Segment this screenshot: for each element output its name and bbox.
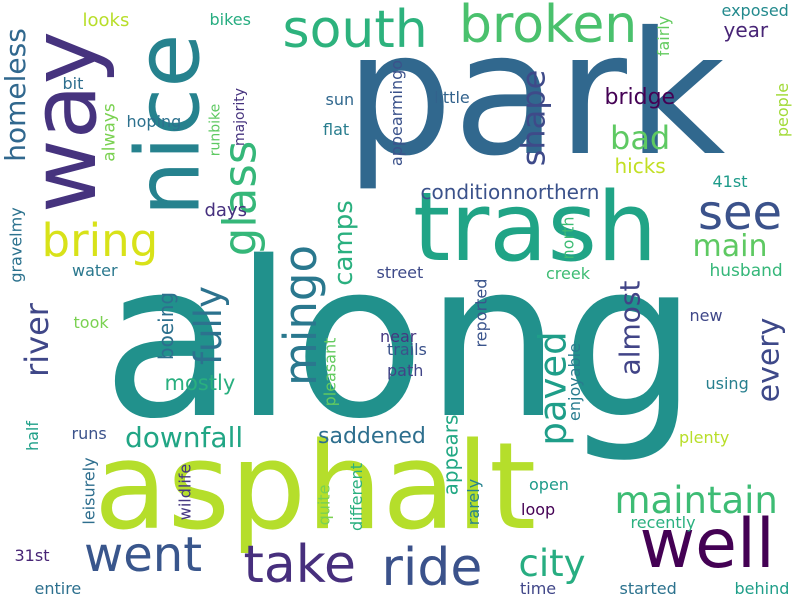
word-reported: reported <box>470 278 490 348</box>
word-fairly: fairly <box>654 15 674 57</box>
word-fully: fully <box>186 285 230 365</box>
word-path: path <box>387 361 424 380</box>
word-north: north <box>557 216 577 260</box>
word-rarely: rarely <box>464 478 484 526</box>
word-behind: behind <box>734 579 790 598</box>
word-recently: recently <box>630 513 696 532</box>
word-gravelmy: gravelmy <box>6 207 26 283</box>
word-hoping: hoping <box>126 112 182 131</box>
word-looks: looks <box>82 10 130 31</box>
word-ride: ride <box>381 538 483 598</box>
word-shape: shape <box>513 69 552 167</box>
word-hicks: hicks <box>614 154 666 178</box>
word-take: take <box>243 535 357 595</box>
word-leisurely: leisurely <box>79 457 99 525</box>
word-street: street <box>376 263 424 282</box>
word-creek: creek <box>546 264 590 283</box>
word-days: days <box>204 200 248 221</box>
word-south: south <box>282 0 428 60</box>
word-every: every <box>750 317 786 403</box>
word-loop: loop <box>521 500 556 519</box>
word-enjoyable: enjoyable <box>564 343 584 421</box>
word-saddened: saddened <box>318 424 426 449</box>
word-boeing: boeing <box>154 291 179 361</box>
word-bit: bit <box>62 74 84 93</box>
word-using: using <box>705 374 749 393</box>
word-people: people <box>773 82 793 138</box>
word-river: river <box>17 303 56 377</box>
word-almost: almost <box>612 280 646 376</box>
word-bring: bring <box>41 213 159 267</box>
word-water: water <box>72 261 118 280</box>
word-asphalt: asphalt <box>94 418 537 557</box>
word-new: new <box>689 306 723 325</box>
word-wildlife: wildlife <box>174 463 194 521</box>
word-flat: flat <box>323 120 350 139</box>
word-31st: 31st <box>14 546 50 565</box>
word-quite: quite <box>313 484 333 526</box>
word-along: along <box>102 214 698 466</box>
word-took: took <box>73 313 109 332</box>
word-downfall: downfall <box>125 421 244 454</box>
word-broken: broken <box>459 0 638 55</box>
word-glass: glass <box>213 140 267 256</box>
word-bad: bad <box>610 119 671 157</box>
word-see: see <box>698 185 783 241</box>
word-well: well <box>639 505 775 584</box>
word-sun: sun <box>325 90 355 109</box>
word-husband: husband <box>709 260 783 281</box>
word-entire: entire <box>34 579 82 598</box>
word-time: time <box>520 579 557 598</box>
word-camps: camps <box>328 200 359 286</box>
word-exposed: exposed <box>721 1 789 20</box>
word-maintain: maintain <box>614 478 778 522</box>
word-main: main <box>692 229 768 264</box>
word-appears: appears <box>437 414 462 496</box>
word-started: started <box>619 579 677 598</box>
word-way: way <box>12 30 118 214</box>
word-mingo: mingo <box>273 244 327 386</box>
word-majority: majority <box>232 87 249 147</box>
word-41st: 41st <box>712 172 748 191</box>
word-park: park <box>345 0 726 194</box>
word-always: always <box>99 102 120 162</box>
word-half: half <box>23 420 43 452</box>
word-mostly: mostly <box>164 370 236 395</box>
word-year: year <box>723 18 769 42</box>
word-went: went <box>84 527 203 583</box>
word-pleasant: pleasant <box>319 337 339 407</box>
word-city: city <box>518 541 586 585</box>
word-trails: trails <box>387 340 427 359</box>
word-homeless: homeless <box>0 28 32 162</box>
word-near: near <box>380 327 417 346</box>
word-runbike: runbike <box>206 103 223 157</box>
word-bikes: bikes <box>209 10 251 29</box>
word-different: different <box>346 463 366 531</box>
word-trash: trash <box>413 172 658 283</box>
word-bridge: bridge <box>604 85 676 110</box>
word-runs: runs <box>71 424 107 443</box>
word-conditionnorthern: conditionnorthern <box>420 180 600 204</box>
word-little: little <box>434 88 470 107</box>
word-plenty: plenty <box>679 428 730 447</box>
word-open: open <box>529 475 569 494</box>
word-appearmingo: appearmingo <box>387 59 407 167</box>
